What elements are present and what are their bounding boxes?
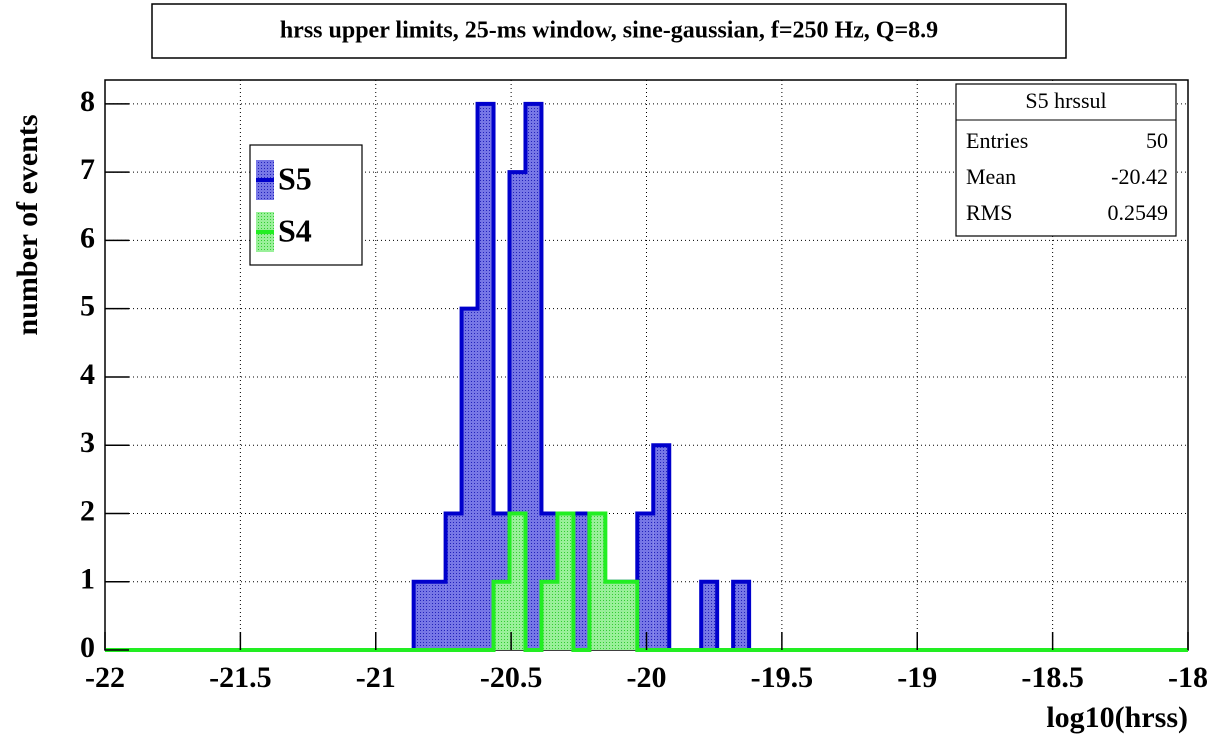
- y-axis-label: number of events: [11, 114, 44, 335]
- y-tick-label: 6: [80, 221, 95, 254]
- histogram-bar: [621, 581, 638, 650]
- stats-value: 50: [1146, 128, 1168, 153]
- y-tick-label: 8: [80, 85, 95, 118]
- stats-label: Mean: [966, 164, 1016, 189]
- y-tick-label: 2: [80, 494, 95, 527]
- y-tick-label: 5: [80, 290, 95, 323]
- legend-label: S5: [278, 160, 312, 196]
- stats-label: Entries: [966, 128, 1028, 153]
- y-tick-label: 4: [80, 358, 95, 391]
- histogram-outline: [105, 511, 1188, 652]
- title-box: [151, 3, 1067, 59]
- histogram-bar: [445, 513, 462, 650]
- stats-value: 0.2549: [1108, 200, 1169, 225]
- histogram-bar: [541, 581, 558, 650]
- x-tick-label: -20.5: [480, 661, 543, 694]
- histogram-bar: [653, 445, 670, 650]
- histogram-bar: [429, 581, 446, 650]
- x-tick-label: -18.5: [1021, 661, 1084, 694]
- x-tick-label: -19.5: [751, 661, 814, 694]
- y-tick-label: 0: [80, 631, 95, 664]
- stats-box: [955, 83, 1177, 237]
- stats-label: RMS: [966, 200, 1012, 225]
- x-tick-label: -18: [1168, 661, 1208, 694]
- histogram-bar: [637, 513, 654, 650]
- x-tick-label: -22: [85, 661, 125, 694]
- x-tick-label: -19: [897, 661, 937, 694]
- histogram-bar: [589, 513, 606, 650]
- y-tick-label: 1: [80, 563, 95, 596]
- y-tick-label: 7: [80, 153, 95, 186]
- legend-label: S4: [278, 212, 312, 248]
- histogram-bar: [509, 513, 526, 650]
- histogram-bar: [477, 103, 494, 650]
- histogram-bar: [573, 513, 590, 650]
- histogram-bar: [493, 581, 510, 650]
- stats-value: -20.42: [1111, 164, 1168, 189]
- x-tick-label: -20: [627, 661, 667, 694]
- histogram-bar: [525, 103, 542, 650]
- histogram-bar: [733, 581, 750, 650]
- histogram-bar: [461, 308, 478, 650]
- stats-title: S5 hrssul: [1025, 88, 1106, 113]
- histogram-bar: [557, 513, 574, 650]
- y-tick-label: 3: [80, 426, 95, 459]
- x-axis-label: log10(hrss): [1046, 701, 1188, 734]
- histogram-bar: [413, 581, 430, 650]
- x-tick-label: -21: [356, 661, 396, 694]
- histogram-bar: [701, 581, 718, 650]
- chart-title: hrss upper limits, 25-ms window, sine-ga…: [280, 18, 938, 44]
- x-tick-label: -21.5: [209, 661, 272, 694]
- histogram-bar: [605, 581, 622, 650]
